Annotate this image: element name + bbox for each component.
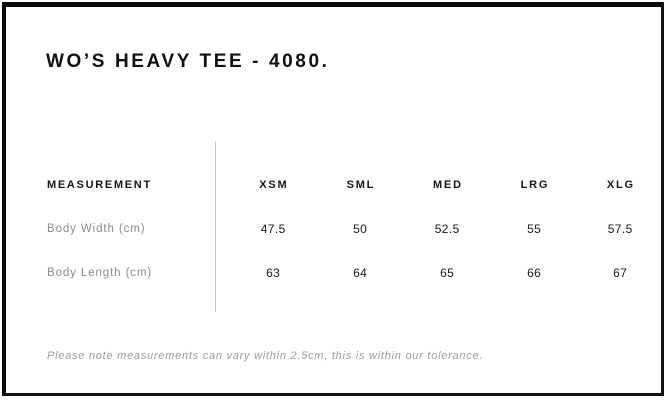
table-column-divider — [215, 142, 216, 312]
table-header-row: MEASUREMENT XSM SML MED LRG XLG — [6, 175, 661, 195]
table-row: Body Length (cm) 63 64 65 66 67 — [6, 263, 661, 283]
row-label-body-width: Body Width (cm) — [47, 223, 146, 235]
cell-body-width-lrg: 55 — [527, 222, 542, 236]
cell-body-length-lrg: 66 — [527, 266, 542, 280]
column-header-measurement: MEASUREMENT — [47, 179, 152, 191]
row-label-body-length: Body Length (cm) — [47, 267, 153, 279]
size-chart-table: MEASUREMENT XSM SML MED LRG XLG Body Wid… — [6, 7, 661, 393]
cell-body-width-xlg: 57.5 — [607, 222, 633, 236]
cell-body-length-med: 65 — [440, 266, 455, 280]
column-header-med: MED — [432, 179, 463, 191]
cell-body-length-xlg: 67 — [613, 266, 628, 280]
size-chart-page: WO’S HEAVY TEE - 4080. MEASUREMENT XSM S… — [2, 2, 664, 396]
cell-body-width-med: 52.5 — [434, 222, 460, 236]
column-header-sml: SML — [346, 179, 376, 191]
table-row: Body Width (cm) 47.5 50 52.5 55 57.5 — [6, 219, 661, 239]
column-header-xsm: XSM — [259, 179, 289, 191]
column-header-xlg: XLG — [606, 179, 635, 191]
column-header-lrg: LRG — [520, 179, 550, 191]
measurement-tolerance-note: Please note measurements can vary within… — [47, 350, 484, 362]
cell-body-width-sml: 50 — [353, 222, 368, 236]
page-title: WO’S HEAVY TEE - 4080. — [46, 51, 330, 72]
cell-body-length-sml: 64 — [353, 266, 368, 280]
cell-body-width-xsm: 47.5 — [260, 222, 286, 236]
cell-body-length-xsm: 63 — [266, 266, 281, 280]
